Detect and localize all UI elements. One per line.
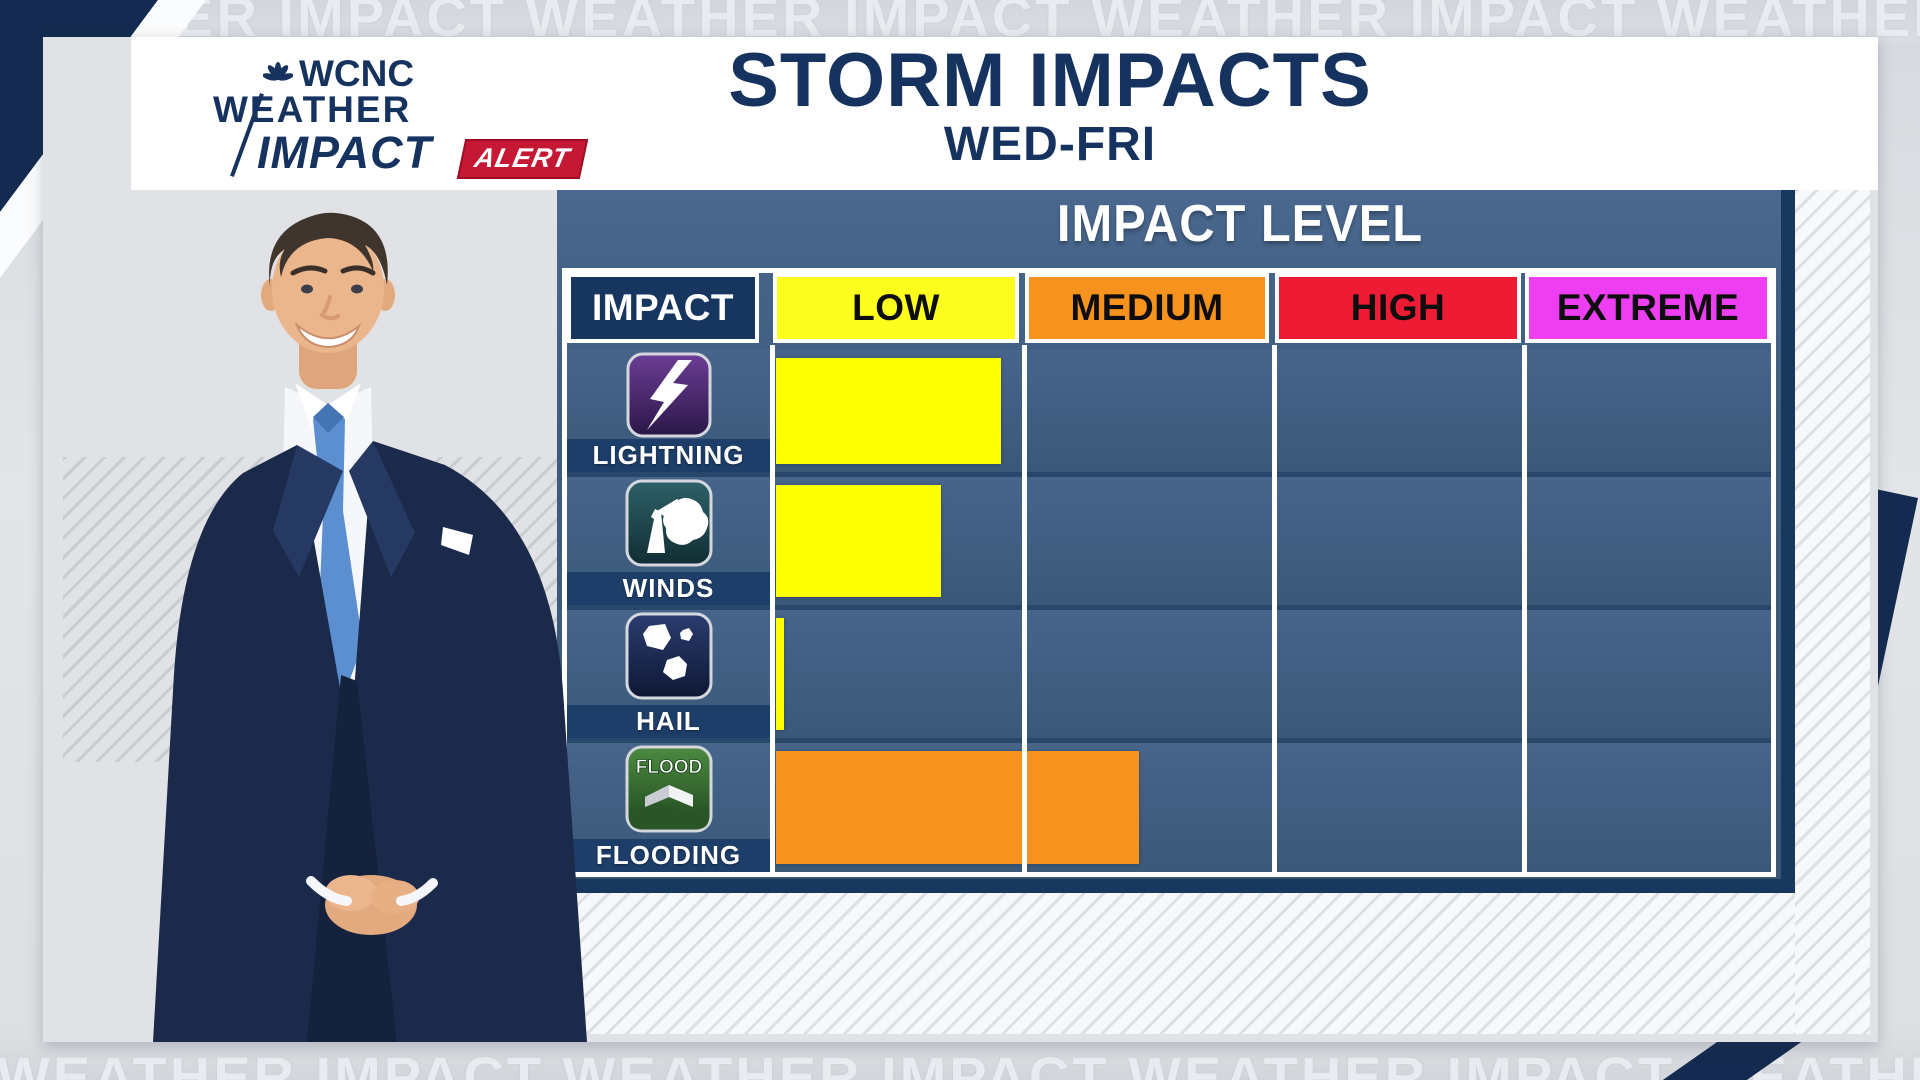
hail-impact-bar — [776, 618, 784, 730]
hatch-pattern-right — [1795, 190, 1870, 1034]
winds-row-header: WINDS — [567, 477, 770, 605]
watermark-top: WEATHER IMPACT WEATHER IMPACT WEATHER IM… — [0, 0, 1920, 42]
alert-badge-label: ALERT — [472, 143, 573, 173]
nbc-peacock-icon — [263, 62, 293, 81]
level-header-medium: MEDIUM — [1025, 273, 1269, 343]
row-divider — [567, 472, 1771, 477]
flooding-row-header: FLOOD FLOODING — [567, 743, 770, 872]
brand-impact: IMPACT — [257, 127, 433, 178]
row-label-lightning: LIGHTNING — [567, 439, 770, 472]
headline-block: STORM IMPACTS WED-FRI — [700, 43, 1400, 169]
column-divider — [1272, 345, 1277, 872]
watermark-top-text: WEATHER IMPACT WEATHER IMPACT WEATHER IM… — [0, 0, 1920, 42]
page-title: STORM IMPACTS — [728, 38, 1372, 123]
card-header-band — [131, 37, 1878, 190]
hail-icon — [625, 612, 712, 700]
impact-column-header: IMPACT — [567, 273, 759, 343]
station-logo: WCNC WEATHER IMPACT ALERT — [161, 51, 588, 186]
impact-level-banner: IMPACT LEVEL — [1056, 195, 1424, 253]
flooding-impact-bar — [776, 751, 1139, 864]
level-header-extreme: EXTREME — [1525, 273, 1771, 343]
column-divider — [770, 345, 775, 872]
alert-badge: ALERT — [456, 139, 588, 179]
level-header-low: LOW — [773, 273, 1019, 343]
flood-icon: FLOOD — [625, 745, 712, 833]
row-label-hail: HAIL — [567, 705, 770, 738]
column-divider — [1522, 345, 1527, 872]
brand-weather: WEATHER — [213, 89, 412, 130]
row-label-flooding: FLOODING — [567, 839, 770, 872]
hail-row-header: HAIL — [567, 610, 770, 738]
watermark-bottom: IMPACT WEATHER IMPACT WEATHER IMPACT WEA… — [0, 1038, 1920, 1080]
impact-grid: IMPACT LOW MEDIUM HIGH EXTREME LIGHTNING — [562, 268, 1776, 877]
lightning-icon — [626, 352, 711, 438]
station-call-letters: WCNC — [299, 53, 415, 94]
level-header-high: HIGH — [1275, 273, 1521, 343]
column-divider — [1022, 345, 1027, 872]
row-divider — [567, 605, 1771, 610]
row-label-winds: WINDS — [567, 572, 770, 605]
hatch-pattern-bottom — [513, 888, 1870, 1034]
lightning-row-header: LIGHTNING — [567, 350, 770, 472]
winds-impact-bar — [776, 485, 941, 597]
presenter-photo — [153, 212, 587, 1042]
graphic-card: WCNC WEATHER IMPACT ALERT STORM IMPACTS … — [43, 37, 1878, 1042]
row-divider — [567, 738, 1771, 743]
svg-text:FLOOD: FLOOD — [635, 757, 702, 778]
lightning-impact-bar — [776, 358, 1001, 464]
watermark-bottom-text: IMPACT WEATHER IMPACT WEATHER IMPACT WEA… — [0, 1045, 1920, 1080]
page-subtitle: WED-FRI — [943, 118, 1157, 171]
tree-damage-icon — [625, 479, 712, 567]
impact-panel: IMPACT LEVEL — [557, 190, 1795, 893]
